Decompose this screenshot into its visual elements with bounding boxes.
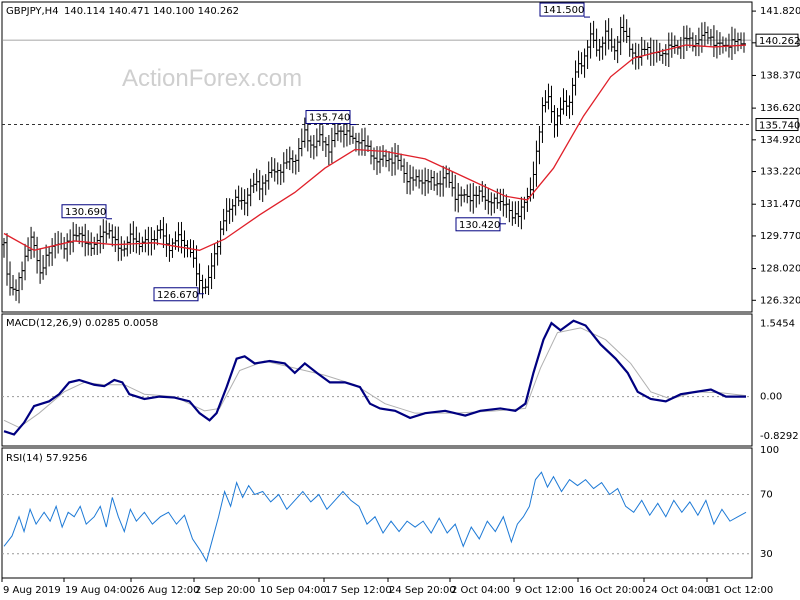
rsi-tick-label: 30 [760,549,773,560]
level-price-tag-box [755,118,799,132]
time-tick-label: 2 Oct 04:00 [451,585,510,596]
macd-label: MACD(12,26,9) 0.0285 0.0058 [6,318,158,329]
moving-average [3,44,747,251]
time-tick-label: 10 Sep 04:00 [260,585,327,596]
price-tags: 140.262 135.740 [755,33,800,132]
price-tick-label: 141.820 [760,6,800,17]
macd-pane: MACD(12,26,9) 0.0285 0.0058 1.5454 0.00 -0… [1,313,799,447]
price-pane: ActionForex.com GBPJPY,H4 140.114 140.47… [1,1,800,313]
price-annotations: 130.690 126.670 135.740 130.420 141.500 [61,2,590,302]
rsi-line [3,471,747,563]
macd-tick-label: -0.8292 [760,431,799,442]
time-tick-label: 24 Sep 20:00 [389,585,456,596]
macd-main-line [3,319,746,436]
rsi-pane: RSI(14) 57.9256 100 70 30 [1,445,779,579]
level-price-tag: 135.740 [759,121,800,132]
price-tick-label: 133.220 [760,167,800,178]
annotation-box [305,110,351,125]
price-tick-label: 131.470 [760,199,800,210]
annotation-label: 126.670 [157,290,198,301]
price-tick-label: 136.620 [760,103,800,114]
watermark: ActionForex.com [122,65,302,92]
price-tick-label: 126.320 [760,295,800,306]
rsi-axis: 100 70 30 [2,445,779,560]
time-tick-label: 9 Oct 12:00 [515,585,574,596]
time-tick-label: 17 Sep 12:00 [325,585,392,596]
price-tick-label: 128.020 [760,264,800,275]
ma-line [3,44,747,251]
price-tick-label: 138.370 [760,70,800,81]
annotation-label: 130.690 [65,207,106,218]
current-price-tag-box [755,33,799,47]
annotation-label: 135.740 [309,113,350,124]
time-tick-label: 31 Oct 12:00 [708,585,773,596]
price-bars [2,14,746,304]
rsi-pane-frame [1,447,753,579]
price-tick-label: 129.770 [760,231,800,242]
time-tick-label: 19 Aug 04:00 [65,585,132,596]
macd-lines [3,319,747,436]
price-axis: 141.820140.120138.370136.620134.920133.2… [752,6,800,306]
price-tick-label: 134.920 [760,135,800,146]
ohlc-readout: 140.114 140.471 140.100 140.262 [64,6,239,17]
annotation-box [539,2,585,17]
annotation-box [61,204,107,219]
time-tick-label: 2 Sep 20:00 [195,585,255,596]
macd-pane-frame [1,313,753,447]
time-axis: 9 Aug 2019 19 Aug 04:00 26 Aug 12:002 Sep … [1,578,773,596]
current-price-tag: 140.262 [759,36,800,47]
time-tick-label: 9 Aug 2019 [3,585,61,596]
macd-axis: 1.5454 0.00 -0.8292 [2,318,799,442]
time-tick-label: 26 Aug 12:00 [132,585,199,596]
rsi-line [3,471,747,563]
macd-tick-label: 1.5454 [760,318,795,329]
time-tick-label: 24 Oct 04:00 [645,585,710,596]
rsi-label: RSI(14) 57.9256 [6,453,87,464]
rsi-tick-label: 100 [760,445,779,456]
annotation-label: 141.500 [543,5,584,16]
macd-tick-label: 0.00 [760,392,782,403]
annotation-label: 130.420 [459,220,500,231]
time-tick-label: 16 Oct 20:00 [579,585,644,596]
symbol-title: GBPJPY,H4 [6,6,59,17]
rsi-tick-label: 70 [760,489,773,500]
